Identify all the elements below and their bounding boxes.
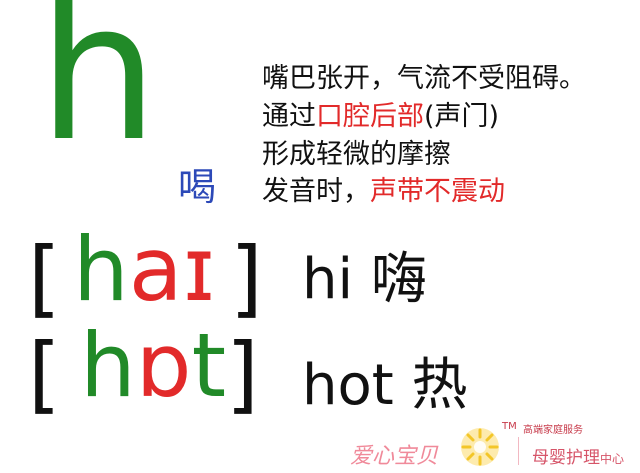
description-line-4-highlight: 声带不震动	[370, 176, 505, 207]
description-line-2: 通过口腔后部(声门)	[262, 103, 499, 130]
watermark-divider	[518, 437, 519, 465]
main-letter: h	[38, 0, 159, 183]
example-1-word: hi 嗨	[302, 247, 427, 312]
description-line-3: 形成轻微的摩擦	[262, 139, 451, 170]
example-1-ipa: haɪ	[73, 226, 215, 314]
example-1-close-bracket: ]	[230, 229, 263, 327]
description-line-1: 嘴巴张开，气流不受阻碍。	[262, 63, 586, 94]
watermark-service-small: 中心	[600, 452, 625, 466]
example-1-ipa-vowel: aɪ	[128, 218, 216, 321]
watermark-service: 母婴护理中心	[532, 443, 624, 468]
example-2-open-bracket: [	[28, 325, 61, 423]
watermark-tagline: 高端家庭服务	[523, 425, 583, 436]
description-line-2-pre: 通过	[262, 101, 316, 132]
watermark-tm: TM	[502, 421, 517, 432]
watermark-logo-icon	[461, 428, 499, 466]
example-2-ipa-consonant: h	[80, 314, 136, 417]
example-2-ipa-final: t	[191, 314, 227, 417]
example-1-ipa-consonant: h	[73, 218, 129, 321]
description-line-4: 发音时，声带不震动	[262, 178, 505, 205]
example-hanzi: 喝	[178, 165, 217, 209]
example-2-ipa-vowel: ɒ	[135, 314, 192, 417]
description-line-2-highlight: 口腔后部	[316, 101, 424, 132]
watermark-service-main: 母婴护理	[532, 448, 600, 468]
example-2-word: hot 热	[302, 353, 468, 418]
watermark-brand: 爱心宝贝	[350, 444, 439, 469]
description-line-4-pre: 发音时，	[262, 176, 370, 207]
example-2-ipa: hɒt	[80, 322, 226, 410]
example-1-open-bracket: [	[28, 229, 61, 327]
description-line-2-post: (声门)	[424, 101, 500, 132]
example-2-close-bracket: ]	[226, 325, 259, 423]
